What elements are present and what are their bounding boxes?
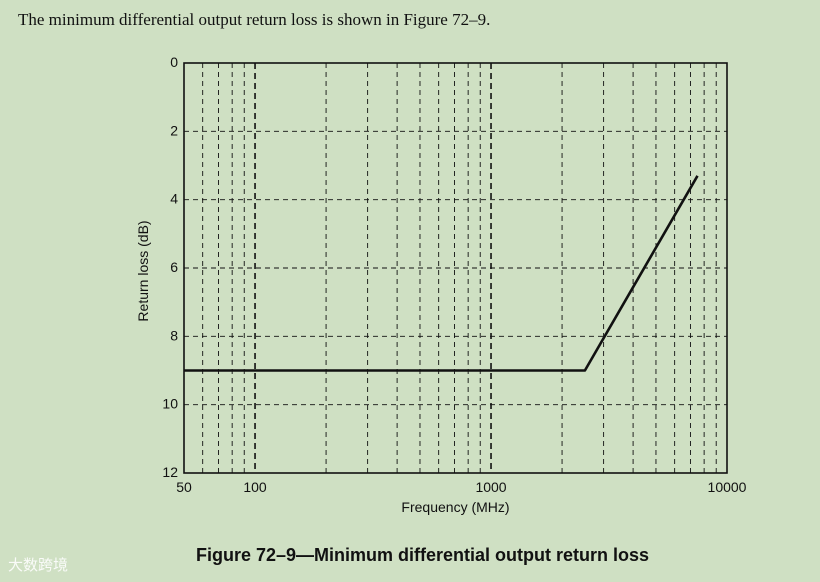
x-axis-title: Frequency (MHz): [401, 499, 509, 515]
x-tick-label: 50: [176, 479, 192, 495]
y-tick-label: 0: [170, 54, 178, 70]
return-loss-limit-line: [184, 175, 699, 372]
figure-caption: Figure 72–9—Minimum differential output …: [196, 545, 650, 565]
y-tick-labels: 0 2 4 6 8 10 12: [162, 54, 178, 480]
watermark-logo: 大数跨境: [8, 556, 69, 574]
y-tick-label: 2: [170, 122, 178, 138]
grid-major: [254, 63, 492, 473]
x-tick-label: 10000: [708, 479, 747, 495]
y-tick-label: 8: [170, 327, 178, 343]
plot-frame: [183, 62, 728, 474]
x-tick-label: 100: [243, 479, 267, 495]
y-tick-label: 10: [162, 396, 178, 412]
x-tick-labels: 50 100 1000 10000: [176, 479, 746, 495]
y-tick-label: 4: [170, 191, 178, 207]
intro-text: The minimum differential output return l…: [18, 10, 491, 29]
series-layer: [184, 175, 699, 372]
x-tick-label: 1000: [475, 479, 506, 495]
y-tick-label: 6: [170, 259, 178, 275]
y-axis-title: Return loss (dB): [135, 220, 151, 321]
y-tick-label: 12: [162, 464, 178, 480]
grid-minor: [184, 63, 727, 473]
